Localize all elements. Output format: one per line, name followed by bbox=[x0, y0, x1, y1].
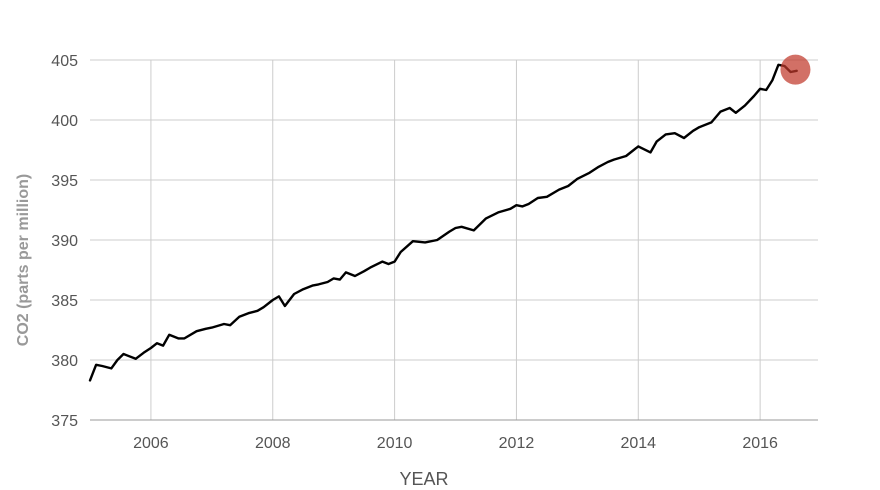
x-tick-label: 2008 bbox=[255, 435, 291, 452]
x-tick-label: 2012 bbox=[499, 435, 535, 452]
y-axis-ticks: 375 380 385 390 395 400 405 bbox=[51, 53, 78, 430]
x-tick-label: 2016 bbox=[742, 435, 778, 452]
y-tick-label: 395 bbox=[51, 173, 78, 190]
y-tick-label: 385 bbox=[51, 293, 78, 310]
y-tick-label: 400 bbox=[51, 113, 78, 130]
x-tick-label: 2010 bbox=[377, 435, 413, 452]
series-layer bbox=[88, 63, 798, 382]
x-tick-label: 2014 bbox=[620, 435, 656, 452]
x-axis-ticks: 2006 2008 2010 2012 2014 2016 bbox=[133, 435, 778, 452]
y-tick-label: 380 bbox=[51, 353, 78, 370]
y-tick-label: 405 bbox=[51, 53, 78, 70]
co2-series-line bbox=[88, 63, 798, 382]
y-tick-label: 390 bbox=[51, 233, 78, 250]
y-tick-label: 375 bbox=[51, 413, 78, 430]
highlight-marker bbox=[780, 54, 811, 85]
x-tick-label: 2006 bbox=[133, 435, 169, 452]
y-axis-label: CO2 (parts per million) bbox=[15, 174, 32, 346]
x-axis-label: YEAR bbox=[399, 469, 448, 489]
grid bbox=[90, 59, 818, 421]
